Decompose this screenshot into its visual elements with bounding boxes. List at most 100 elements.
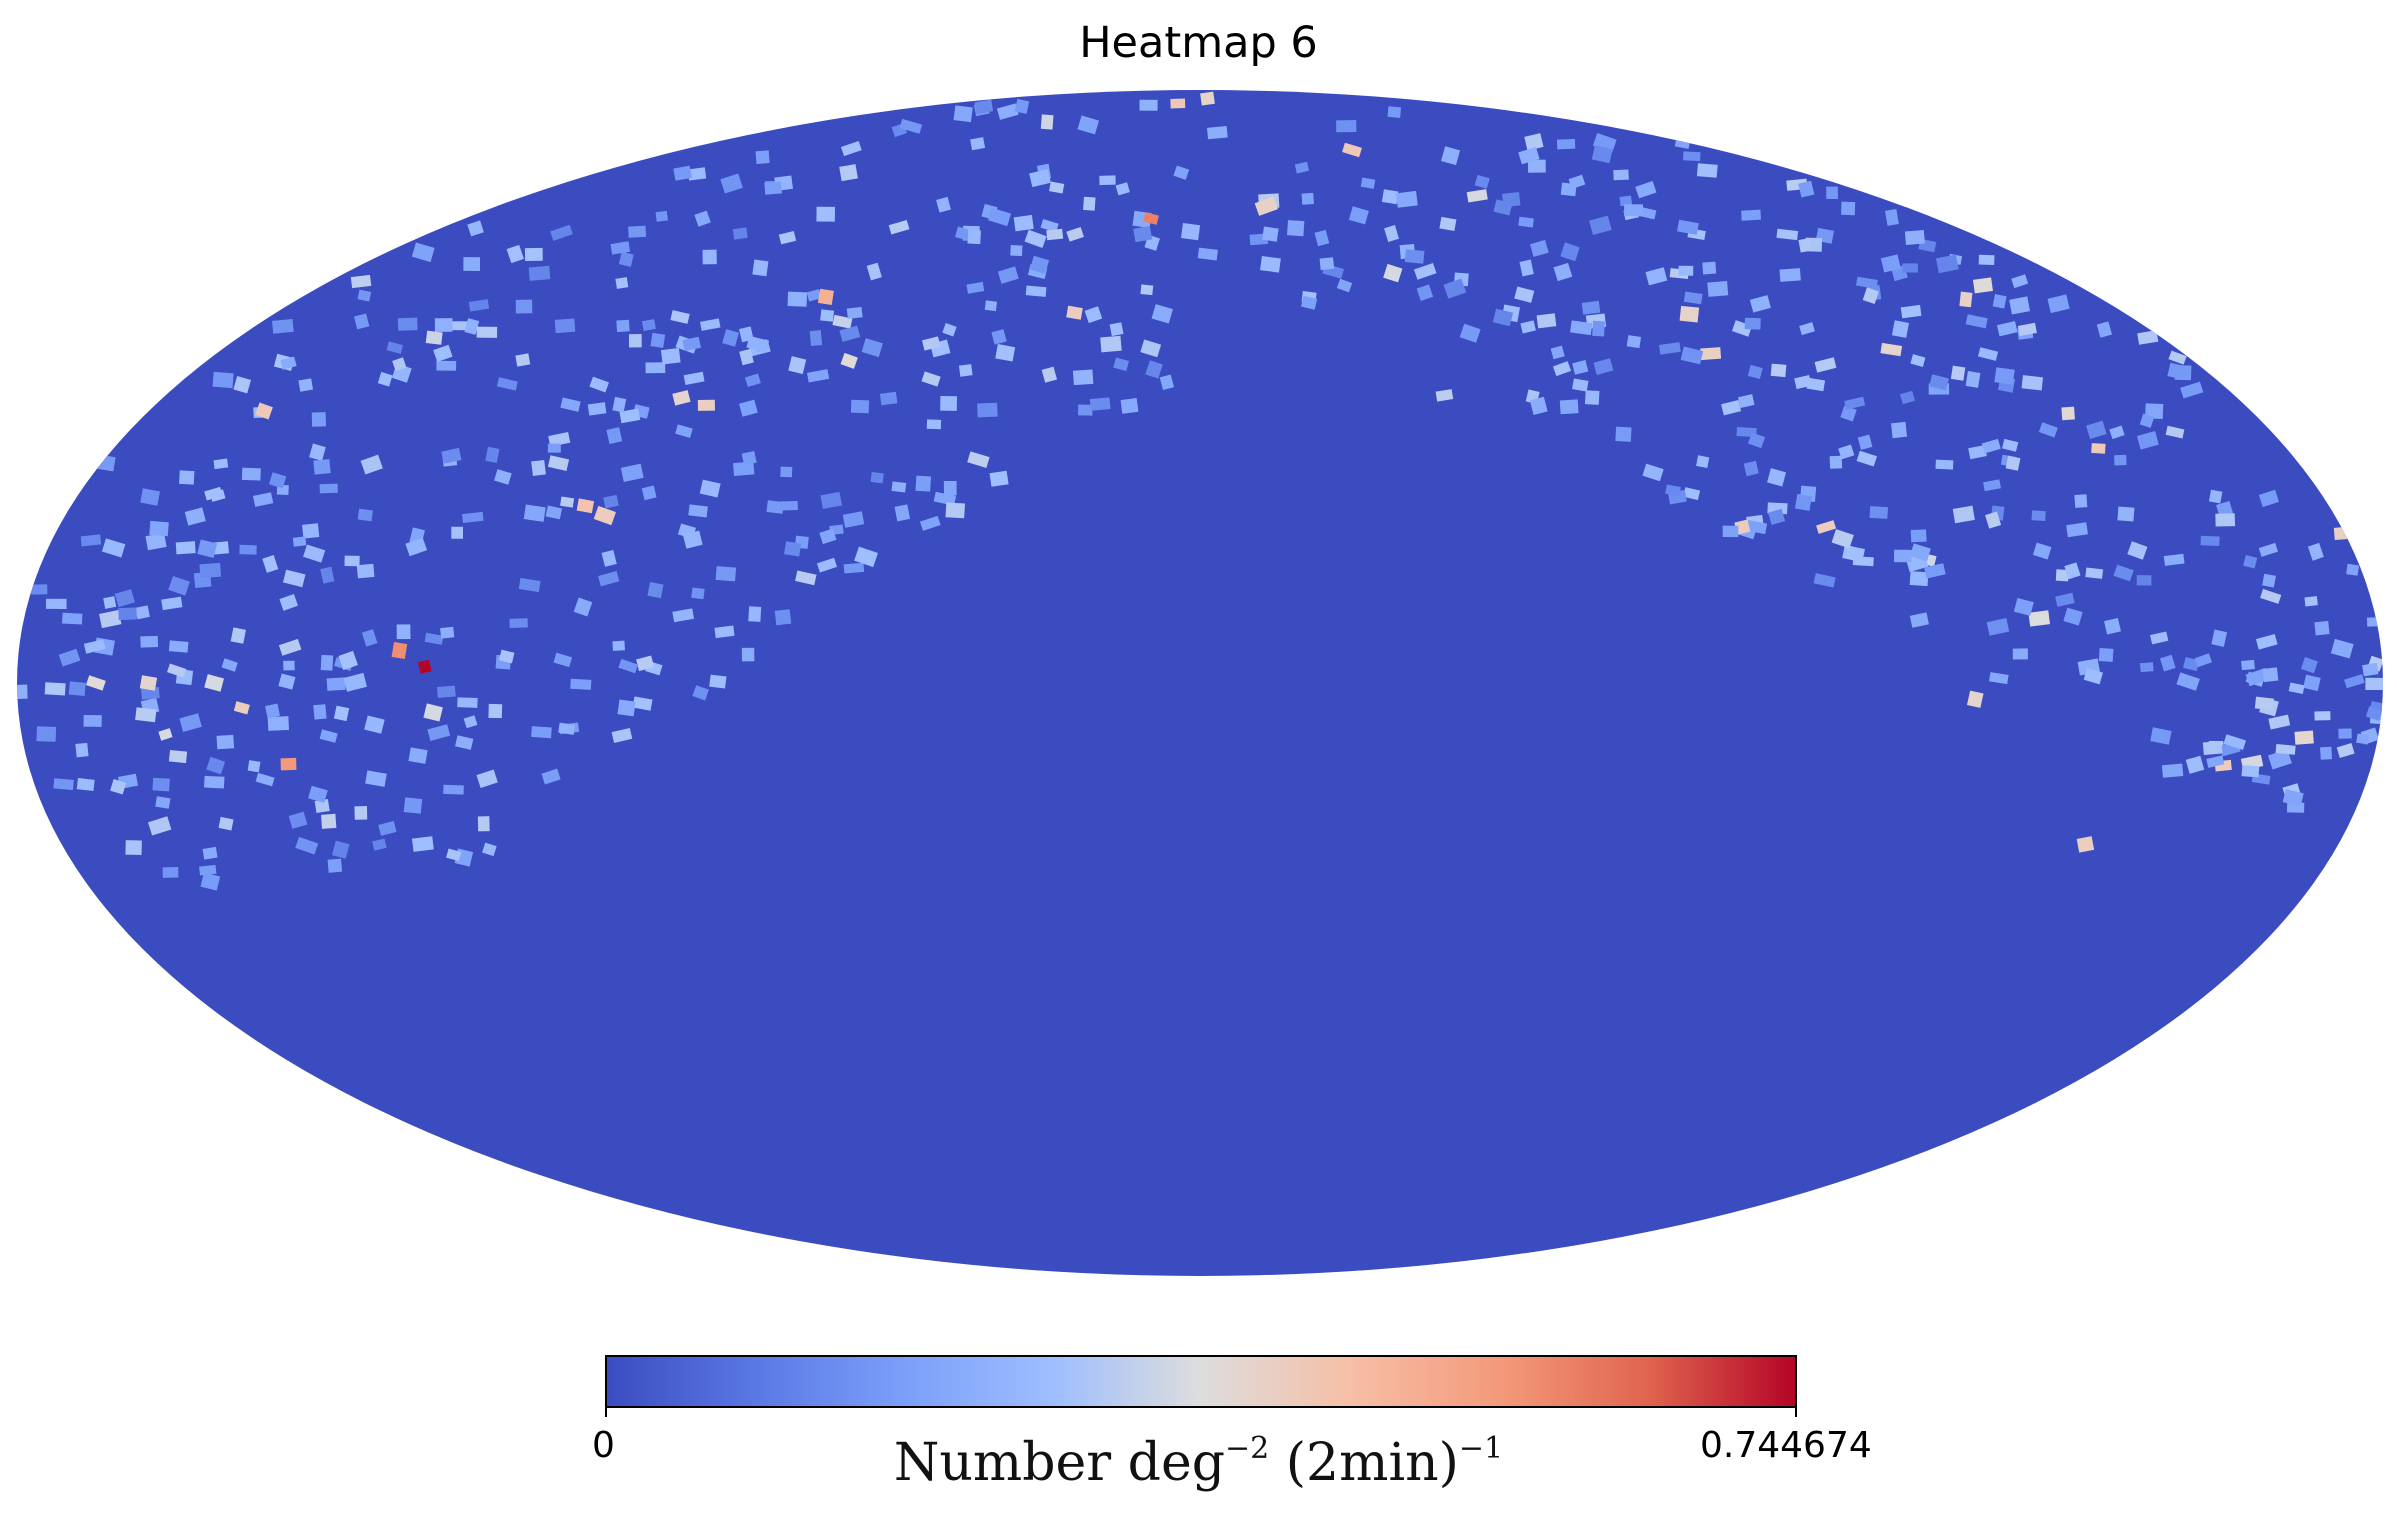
heatmap-pixel bbox=[262, 555, 279, 573]
heatmap-pixel bbox=[697, 399, 715, 411]
heatmap-pixel bbox=[396, 624, 411, 640]
heatmap-pixel bbox=[1968, 445, 1987, 460]
heatmap-pixel bbox=[861, 338, 883, 358]
heatmap-pixel bbox=[1635, 180, 1657, 199]
heatmap-pixel bbox=[1459, 323, 1481, 343]
heatmap-pixel bbox=[1560, 242, 1580, 262]
heatmap-pixel bbox=[267, 716, 290, 731]
heatmap-pixel bbox=[879, 391, 898, 406]
heatmap-pixel bbox=[1767, 502, 1788, 515]
heatmap-pixel bbox=[1983, 479, 2001, 492]
heatmap-pixel bbox=[278, 673, 296, 690]
heatmap-pixel bbox=[1696, 163, 1718, 178]
heatmap-pixel bbox=[2150, 631, 2169, 645]
heatmap-pixel bbox=[436, 360, 457, 371]
heatmap-pixel bbox=[417, 659, 432, 674]
heatmap-pixel bbox=[1904, 229, 1925, 246]
heatmap-pixel bbox=[331, 840, 350, 859]
heatmap-pixel bbox=[1049, 181, 1065, 194]
heatmap-pixel bbox=[894, 504, 911, 522]
heatmap-pixel bbox=[462, 511, 484, 523]
heatmap-pixel bbox=[576, 498, 595, 514]
heatmap-pixel bbox=[499, 649, 515, 664]
heatmap-pixel bbox=[1806, 377, 1826, 392]
heatmap-pixel bbox=[1985, 511, 2002, 529]
heatmap-pixel bbox=[1492, 308, 1514, 327]
heatmap-pixel bbox=[1493, 199, 1513, 216]
heatmap-pixel bbox=[589, 376, 610, 393]
heatmap-pixel bbox=[655, 210, 668, 222]
heatmap-pixel bbox=[550, 224, 573, 241]
heatmap-pixel bbox=[1262, 226, 1279, 242]
heatmap-pixel bbox=[1794, 375, 1812, 390]
heatmap-pixel bbox=[650, 332, 666, 349]
heatmap-pixel bbox=[85, 675, 106, 691]
heatmap-pixel bbox=[1524, 133, 1544, 151]
map-background bbox=[17, 90, 2383, 1276]
heatmap-pixel bbox=[1924, 563, 1946, 579]
heatmap-pixel bbox=[356, 563, 375, 579]
heatmap-pixel bbox=[103, 596, 117, 609]
heatmap-pixel bbox=[1200, 91, 1215, 106]
heatmap-pixel bbox=[1466, 189, 1488, 203]
heatmap-pixel bbox=[1029, 169, 1051, 188]
heatmap-pixel bbox=[309, 443, 326, 461]
heatmap-pixel bbox=[764, 181, 782, 195]
heatmap-pixel bbox=[618, 658, 639, 674]
heatmap-pixel bbox=[2139, 413, 2155, 429]
heatmap-pixel bbox=[1529, 396, 1548, 415]
heatmap-pixel bbox=[1744, 317, 1761, 330]
heatmap-pixel bbox=[408, 747, 428, 764]
heatmap-pixel bbox=[741, 450, 757, 466]
heatmap-pixel bbox=[1743, 460, 1759, 477]
heatmap-pixel bbox=[292, 536, 307, 547]
heatmap-pixel bbox=[1966, 690, 1984, 708]
heatmap-pixel bbox=[1677, 219, 1699, 235]
heatmap-pixel bbox=[715, 566, 737, 582]
heatmap-pixel bbox=[2161, 763, 2184, 778]
heatmap-pixel bbox=[1929, 374, 1949, 391]
heatmap-pixel bbox=[1799, 322, 1815, 336]
heatmap-pixel bbox=[548, 432, 571, 447]
heatmap-pixel bbox=[682, 336, 701, 352]
heatmap-pixel bbox=[899, 118, 923, 134]
heatmap-pixel bbox=[319, 729, 338, 743]
heatmap-pixel bbox=[1842, 544, 1865, 563]
heatmap-pixel bbox=[722, 329, 739, 347]
heatmap-pixel bbox=[839, 325, 861, 342]
heatmap-pixel bbox=[441, 447, 462, 464]
heatmap-pixel bbox=[1319, 257, 1335, 271]
heatmap-pixel bbox=[699, 479, 721, 498]
heatmap-pixel bbox=[1584, 390, 1600, 405]
heatmap-pixel bbox=[1965, 371, 1981, 388]
heatmap-pixel bbox=[1519, 259, 1534, 277]
heatmap-pixel bbox=[1441, 146, 1461, 166]
heatmap-pixel bbox=[2362, 662, 2379, 677]
colorbar-label: Number deg−2 (2min)−1 bbox=[0, 1431, 2397, 1493]
heatmap-pixel bbox=[1439, 216, 1457, 232]
heatmap-pixel bbox=[1342, 142, 1362, 158]
heatmap-pixel bbox=[2038, 422, 2058, 438]
heatmap-pixel bbox=[204, 775, 225, 789]
heatmap-pixel bbox=[463, 257, 481, 271]
heatmap-pixel bbox=[353, 313, 370, 330]
heatmap-pixel bbox=[593, 505, 616, 526]
heatmap-pixel bbox=[528, 265, 551, 281]
heatmap-pixel bbox=[433, 344, 453, 362]
heatmap-pixel bbox=[392, 357, 407, 372]
heatmap-pixel bbox=[606, 427, 623, 445]
heatmap-pixel bbox=[279, 593, 299, 611]
heatmap-pixel bbox=[1795, 493, 1812, 511]
heatmap-pixel bbox=[221, 658, 238, 672]
heatmap-pixel bbox=[1207, 126, 1228, 140]
heatmap-pixel bbox=[641, 319, 656, 332]
heatmap-pixel bbox=[1287, 220, 1305, 237]
heatmap-pixel bbox=[1747, 432, 1766, 449]
heatmap-pixel bbox=[921, 336, 941, 351]
heatmap-pixel bbox=[506, 244, 524, 264]
heatmap-pixel bbox=[1560, 182, 1577, 197]
heatmap-pixel bbox=[991, 329, 1007, 345]
heatmap-pixel bbox=[496, 377, 518, 391]
heatmap-pixel bbox=[45, 598, 67, 609]
